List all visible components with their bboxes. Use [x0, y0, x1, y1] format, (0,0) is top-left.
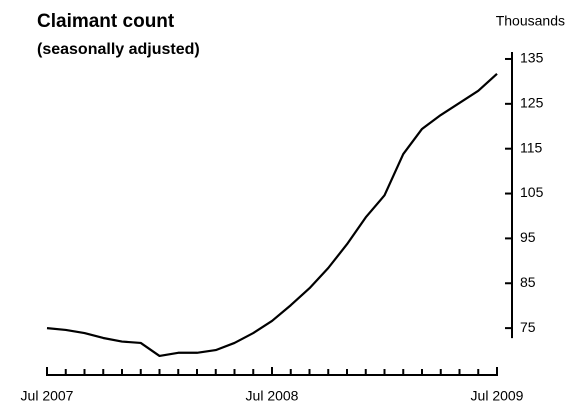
line-series: [46, 72, 498, 358]
y-tick-label: 95: [520, 229, 536, 245]
chart-title: Claimant count: [37, 11, 175, 32]
x-tick-label: Jul 2008: [246, 388, 299, 404]
x-tick-label: Jul 2009: [471, 388, 524, 404]
chart-subtitle: (seasonally adjusted): [37, 41, 200, 58]
y-tick-label: 125: [520, 95, 544, 111]
y-tick-label: 75: [520, 319, 536, 335]
y-tick-label: 135: [520, 50, 544, 66]
y-tick-label: 105: [520, 184, 544, 200]
y-axis-label: Thousands: [496, 13, 565, 29]
y-tick-label: 85: [520, 274, 536, 290]
x-tick-label: Jul 2007: [21, 388, 74, 404]
y-tick-label: 115: [520, 139, 543, 155]
